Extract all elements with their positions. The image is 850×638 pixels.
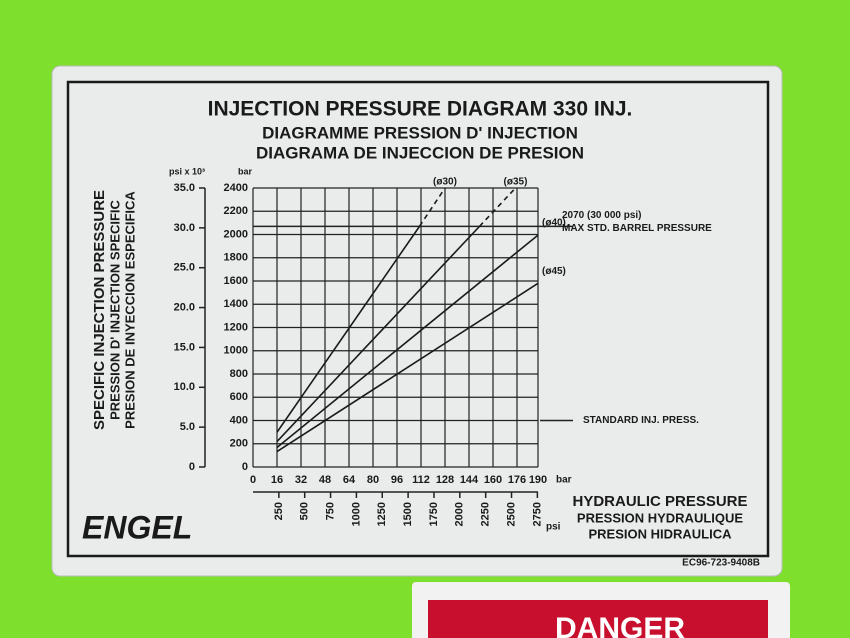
y-tick-label: 1800 — [224, 252, 248, 264]
x-tick-label: 48 — [319, 474, 331, 486]
y-tick-label: 1000 — [224, 345, 248, 357]
x-tick-label: 16 — [271, 474, 283, 486]
x2-tick-label: 250 — [273, 502, 285, 520]
x-unit: bar — [556, 475, 572, 486]
y-tick-label: 1400 — [224, 298, 248, 310]
x2-tick-label: 500 — [299, 502, 311, 520]
y2-tick-label: 15.0 — [174, 341, 195, 353]
x-tick-label: 112 — [412, 474, 430, 486]
y2-tick-label: 20.0 — [174, 301, 195, 313]
x2-unit: psi — [546, 522, 561, 533]
danger-band — [428, 600, 768, 638]
x-tick-label: 176 — [508, 474, 526, 486]
x2-tick-label: 1500 — [402, 502, 414, 526]
y-tick-label: 2000 — [224, 228, 248, 240]
x2-tick-label: 750 — [324, 502, 336, 520]
x2-tick-label: 2500 — [505, 502, 517, 526]
y2-tick-label: 30.0 — [174, 222, 195, 234]
x2-tick-label: 2250 — [480, 502, 492, 526]
subtitle: DIAGRAMME PRESSION D' INJECTION — [262, 123, 578, 142]
x-axis-label: PRESSION HYDRAULIQUE — [577, 510, 743, 525]
danger-text: DANGER — [555, 612, 685, 638]
series-line — [276, 225, 421, 433]
x-tick-label: 128 — [436, 474, 454, 486]
x2-tick-label: 2000 — [454, 502, 466, 526]
x2-tick-label: 2750 — [531, 502, 543, 526]
y-axis-label: PRESION DE INYECCION ESPECIFICA — [122, 191, 137, 429]
reference-label: STANDARD INJ. PRESS. — [583, 415, 699, 426]
chart-title: INJECTION PRESSURE DIAGRAM 330 INJ. — [208, 98, 633, 121]
series-label: (ø35) — [504, 177, 528, 188]
y2-tick-label: 10.0 — [174, 381, 195, 393]
series-label: (ø40) — [542, 218, 566, 229]
y-tick-label: 1200 — [224, 321, 248, 333]
y2-unit: psi x 10³ — [169, 166, 205, 176]
label-plate — [51, 65, 783, 577]
x-tick-label: 32 — [295, 474, 307, 486]
plate-border — [66, 80, 770, 558]
series-label: (ø45) — [542, 266, 566, 277]
series-line — [276, 282, 539, 453]
series-line — [276, 225, 481, 443]
reference-label: MAX STD. BARREL PRESSURE — [562, 223, 712, 234]
series-label: (ø30) — [433, 177, 457, 188]
series-line — [418, 187, 446, 227]
y-tick-label: 400 — [230, 414, 248, 426]
y-unit: bar — [238, 166, 253, 176]
x-tick-label: 190 — [529, 474, 547, 486]
y-tick-label: 800 — [230, 368, 248, 380]
y-tick-label: 600 — [230, 391, 248, 403]
y-axis-label: SPECIFIC INJECTION PRESSURE — [91, 190, 108, 430]
x-tick-label: 64 — [343, 474, 356, 486]
y-tick-label: 2400 — [224, 182, 248, 194]
subtitle: DIAGRAMA DE INJECCION DE PRESION — [256, 143, 584, 162]
x-tick-label: 0 — [250, 474, 256, 486]
y2-tick-label: 25.0 — [174, 262, 195, 274]
brand: ENGEL — [82, 509, 192, 545]
x-axis-label: HYDRAULIC PRESSURE — [572, 493, 747, 510]
series-line — [276, 234, 539, 449]
x-tick-label: 160 — [484, 474, 502, 486]
x-tick-label: 96 — [391, 474, 403, 486]
part-code: EC96-723-9408B — [682, 558, 760, 569]
x2-tick-label: 1000 — [350, 502, 362, 526]
x-axis-label: PRESION HIDRAULICA — [588, 526, 732, 541]
reference-label: 2070 (30 000 psi) — [562, 210, 642, 221]
x-tick-label: 144 — [460, 474, 479, 486]
y-tick-label: 2200 — [224, 205, 248, 217]
y2-tick-label: 35.0 — [174, 182, 195, 194]
x2-tick-label: 1250 — [376, 502, 388, 526]
y-axis-label: PRESSION D' INJECTION SPECIFIC — [107, 199, 122, 419]
x-tick-label: 80 — [367, 474, 379, 486]
y-tick-label: 0 — [242, 461, 248, 473]
x2-tick-label: 1750 — [428, 502, 440, 526]
y2-tick-label: 5.0 — [180, 421, 195, 433]
y-tick-label: 1600 — [224, 275, 248, 287]
y2-tick-label: 0 — [189, 461, 195, 473]
y-tick-label: 200 — [230, 438, 248, 450]
